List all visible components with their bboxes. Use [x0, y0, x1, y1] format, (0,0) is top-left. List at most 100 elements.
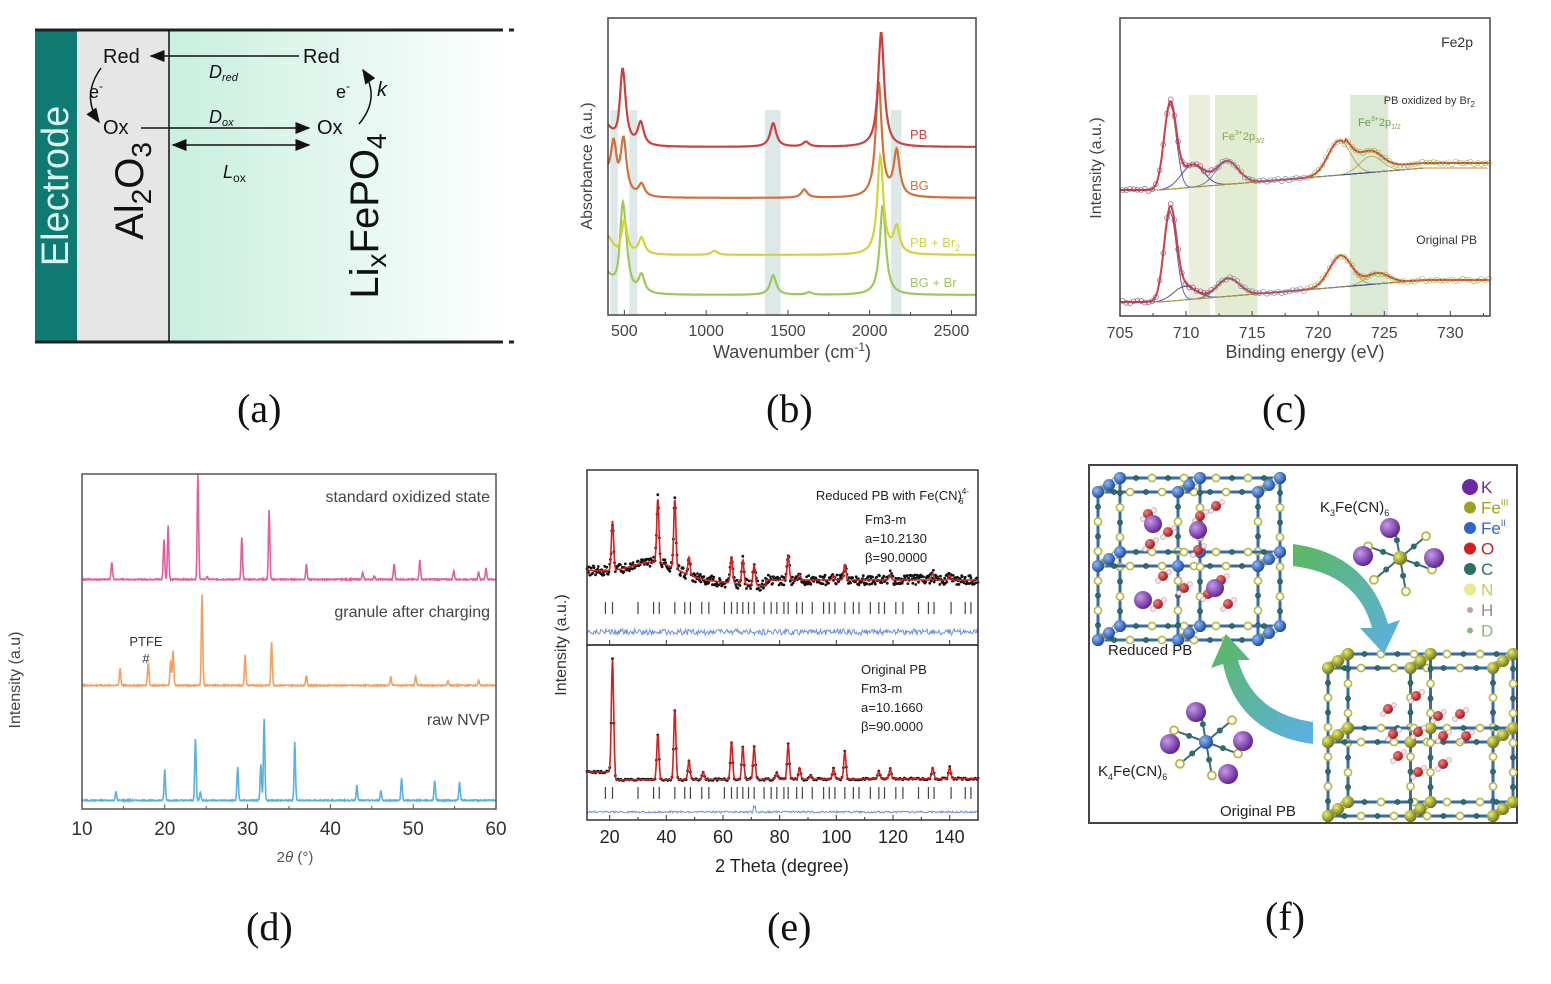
observed-point: [849, 581, 852, 585]
carbon-atom: [1345, 695, 1351, 702]
legend-label: FeII: [1481, 518, 1506, 538]
data-point: [1253, 178, 1259, 185]
data-point: [1282, 289, 1289, 296]
carbon-atom: [1117, 489, 1123, 496]
carbon-atom: [1117, 608, 1123, 615]
iron-atom: [1274, 472, 1286, 484]
nitrogen-atom: [1488, 781, 1498, 791]
iron-atom: [1487, 736, 1499, 748]
carbon-atom: [1277, 608, 1283, 615]
data-point: [1415, 277, 1422, 284]
data-point: [1437, 160, 1444, 167]
red-left-label: Red: [103, 46, 140, 68]
d-red-label: Dred: [209, 62, 239, 84]
fit-envelope: [1120, 100, 1489, 191]
data-point: [1445, 277, 1452, 283]
data-point: [1167, 201, 1174, 207]
data-point: [1175, 246, 1181, 253]
iron-atom: [1414, 803, 1427, 815]
observed-point: [805, 575, 808, 579]
data-point: [1408, 162, 1415, 168]
data-point: [1130, 186, 1137, 193]
data-point: [1204, 170, 1211, 176]
observed-point: [943, 576, 947, 580]
data-point: [1264, 179, 1270, 185]
cathode-layer: [169, 30, 514, 342]
data-point: [1327, 147, 1333, 154]
nitrogen-atom: [1173, 605, 1183, 615]
legend-label: K: [1481, 478, 1493, 497]
electron-transfer-left-arrow: [86, 67, 102, 124]
observed-point: [827, 581, 830, 585]
data-point: [1452, 158, 1459, 165]
carbon-atom: [1143, 489, 1149, 495]
observed-point: [893, 583, 896, 586]
legend-label: FeIII: [1481, 498, 1508, 518]
iron-atom: [1183, 479, 1195, 491]
carbon-atom: [1374, 813, 1381, 819]
observed-point: [917, 580, 920, 584]
carbon-atom: [1440, 813, 1447, 819]
observed-point: [880, 581, 884, 585]
nitrogen-atom: [1195, 562, 1205, 572]
iron-atom: [1274, 546, 1286, 558]
caption-c: (c): [1262, 386, 1307, 431]
nitrogen-atom: [1508, 738, 1518, 748]
carbon-atom: [1255, 592, 1261, 599]
observed-point: [947, 571, 951, 575]
observed-point: [712, 575, 716, 579]
potassium-ion: [1353, 546, 1373, 566]
hydrogen-atom: [1219, 499, 1225, 505]
carbon-atom: [1394, 651, 1401, 657]
highlight-band: [890, 110, 902, 315]
oxygen-atom: [1158, 571, 1168, 581]
carbon-atom: [1133, 475, 1139, 481]
iron-atom: [1332, 803, 1344, 815]
data-point: [1352, 147, 1359, 154]
hydrogen-atom: [1200, 596, 1206, 602]
carbon-atom: [1133, 549, 1139, 555]
data-point: [1212, 284, 1218, 291]
x-tick-label: 500: [611, 323, 638, 340]
x-tick-label: 715: [1239, 325, 1266, 342]
nitrogen-atom: [1253, 517, 1263, 526]
annotation-fe3-2p32: Fe3+2p3/2: [1222, 130, 1265, 145]
observed-point: [592, 566, 596, 569]
hydrogen-atom: [1161, 597, 1167, 603]
data-point: [1219, 158, 1226, 165]
caption-a: (a): [237, 386, 282, 431]
data-point: [1349, 262, 1355, 269]
iron-atom: [1332, 729, 1344, 741]
iron-atom: [1342, 648, 1354, 660]
carbon-atom: [1460, 799, 1467, 805]
data-point: [1460, 275, 1466, 282]
potassium-ion: [1189, 521, 1207, 539]
observed-point: [679, 574, 682, 577]
nitrogen-atom: [1508, 708, 1518, 718]
potassium-ion: [1218, 764, 1238, 784]
observed-point: [762, 586, 765, 590]
carbon-atom: [1380, 548, 1387, 555]
observed-point: [861, 574, 865, 578]
y-axis-label: Intensity (a.u.): [1088, 117, 1105, 218]
data-point: [1334, 139, 1341, 145]
carbon-atom: [1111, 637, 1117, 643]
caption-d: (d): [246, 904, 293, 949]
observed-point: [888, 569, 892, 573]
iron-atom: [1342, 722, 1354, 734]
carbon-atom: [1229, 475, 1235, 481]
x-tick-label: 100: [821, 827, 851, 847]
panel-e-rietveld-chart: 20 40 60 80 100 120 140 Reduced PB with Fe(CN)…: [545, 460, 985, 880]
x-tick-label: 2000: [852, 323, 888, 340]
observed-point: [932, 568, 935, 572]
observed-point: [912, 576, 916, 580]
observed-point: [652, 555, 655, 559]
iron-atom: [1263, 553, 1275, 565]
data-point: [1179, 269, 1185, 276]
iron-atom: [1103, 479, 1115, 491]
observed-point: [606, 572, 610, 576]
highlight-band: [629, 110, 638, 315]
carbon-atom: [1383, 566, 1390, 573]
panel-f-structure-diagram: Reduced PB Original PB K3Fe(CN)6 K4Fe(CN…: [1088, 464, 1519, 826]
data-point: [1356, 272, 1363, 279]
